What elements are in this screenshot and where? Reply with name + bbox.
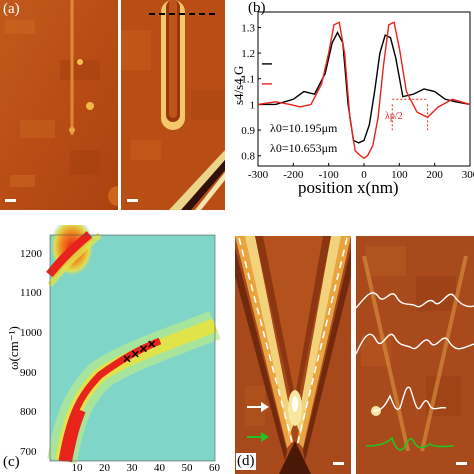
panel-d-label: (d) <box>236 453 256 470</box>
white-arrow-head <box>261 402 269 412</box>
c-y-tick-label: 800 <box>20 406 37 419</box>
c-x-tick-label: 60 <box>209 462 220 474</box>
c-x-tick-label: 30 <box>126 462 138 474</box>
y-tick-label: 0.9 <box>241 125 255 137</box>
legend-black-text: λ0=10.195μm <box>270 121 338 135</box>
panel-a-right-scalebar <box>127 199 138 202</box>
c-x-tick-label: 40 <box>154 462 165 474</box>
panel-b-xlabel: position x(nm) <box>298 178 399 197</box>
c-x-tick-label: 10 <box>71 462 83 474</box>
panel-a-scalebar <box>5 199 16 202</box>
panel-d-right-image <box>356 236 474 474</box>
c-y-tick-label: 1100 <box>20 287 42 300</box>
legend-red-text: λ0=10.653μm <box>270 141 338 155</box>
marker-point <box>123 355 131 363</box>
y-tick-label: 1.2 <box>241 48 255 60</box>
panel-d-right-scalebar <box>456 462 467 465</box>
y-tick-label: 1.3 <box>241 22 255 34</box>
series-line-1 <box>257 21 471 160</box>
marker-point <box>148 340 156 348</box>
c-y-tick-label: 900 <box>20 366 37 379</box>
lambda-annotation: λp/2 <box>385 111 403 122</box>
x-tick-label: -300 <box>248 169 269 181</box>
x-tick-label: 300 <box>462 169 474 181</box>
panel-d-scalebar <box>333 462 344 465</box>
y-tick-label: 1.1 <box>241 74 255 86</box>
green-arrow-head <box>261 432 269 442</box>
x-tick-label: -100 <box>319 169 340 181</box>
marker-point <box>131 350 139 358</box>
marker-point <box>140 345 147 353</box>
panel-c-label: (c) <box>3 454 20 470</box>
panel-a-label: (a) <box>3 1 20 17</box>
y-tick-label: 0.8 <box>241 151 255 163</box>
x-tick-label: -200 <box>283 169 304 181</box>
panel-b-chart: (b) s4/s4,G -300-200-10001002003000.80.9… <box>228 0 474 210</box>
panel-d-left-image: (d) <box>235 236 351 474</box>
panel-a-right-image <box>121 0 225 210</box>
panel-a-left-image: (a) <box>0 0 118 210</box>
x-tick-label: 200 <box>426 169 443 181</box>
panel-c-chart: ω(cm⁻¹) 1200 1100 1000 900 800 700 10 20 30 40 50… <box>0 225 232 474</box>
c-y-tick-label: 1200 <box>20 247 42 260</box>
x-tick-label: 100 <box>391 169 408 181</box>
y-tick-label: 1 <box>250 99 256 111</box>
series-line-0 <box>258 31 471 144</box>
c-x-tick-label: 50 <box>181 462 193 474</box>
c-y-tick-label: 700 <box>20 446 37 459</box>
x-tick-label: 0 <box>361 169 367 181</box>
c-y-tick-label: 1000 <box>20 327 42 340</box>
c-x-tick-label: 20 <box>99 462 110 474</box>
